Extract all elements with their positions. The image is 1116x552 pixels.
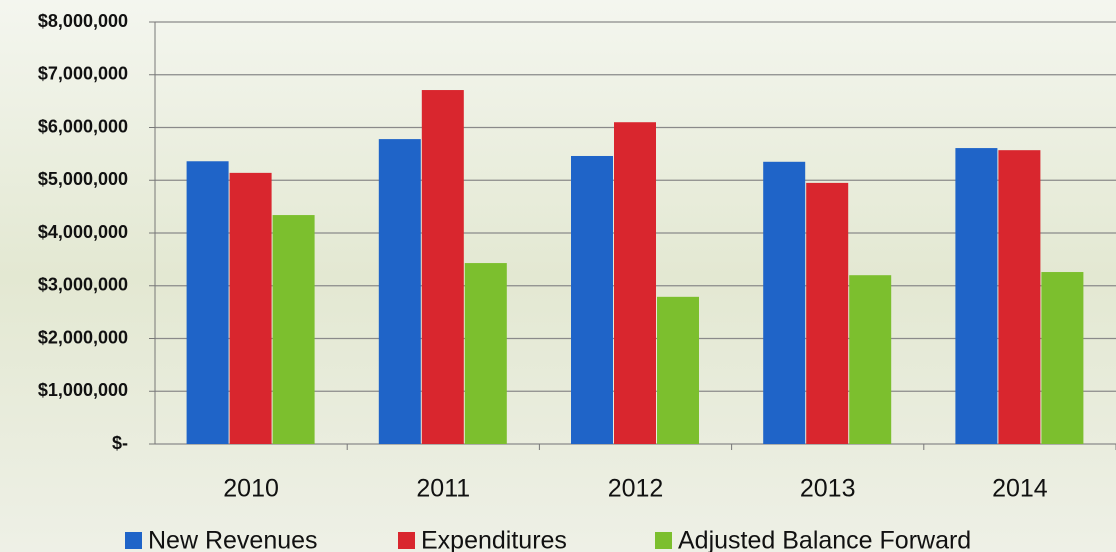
bar (657, 296, 699, 444)
bar (421, 90, 464, 445)
y-tick-label: $2,000,000 (38, 327, 128, 347)
bar (378, 139, 421, 445)
y-tick-label: $8,000,000 (38, 11, 128, 31)
bar (229, 172, 272, 445)
bar (998, 150, 1041, 444)
x-tick-label: 2013 (800, 475, 856, 503)
bar (806, 182, 849, 444)
y-tick-label: $6,000,000 (38, 116, 128, 136)
bar (186, 161, 229, 444)
bar (614, 122, 656, 444)
x-tick-label: 2014 (992, 475, 1048, 503)
bar (571, 155, 613, 445)
bar (955, 148, 998, 444)
y-tick-label: $1,000,000 (38, 380, 128, 400)
bar (1041, 272, 1084, 444)
x-tick-label: 2012 (608, 475, 664, 503)
bar (272, 215, 315, 444)
legend-label: Adjusted Balance Forward (678, 527, 971, 552)
legend-swatch (125, 532, 142, 549)
x-tick-label: 2011 (416, 475, 470, 503)
legend-swatch (655, 532, 672, 549)
y-tick-label: $7,000,000 (38, 64, 128, 84)
legend-label: New Revenues (148, 527, 318, 552)
legend-swatch (398, 532, 415, 549)
y-tick-label: $- (112, 433, 128, 453)
bar (464, 263, 507, 444)
y-tick-label: $4,000,000 (38, 222, 128, 242)
legend-label: Expenditures (421, 527, 567, 552)
bar (763, 161, 806, 444)
bar (849, 275, 892, 444)
y-tick-label: $5,000,000 (38, 169, 128, 189)
y-tick-label: $3,000,000 (38, 275, 128, 295)
x-tick-label: 2010 (223, 475, 279, 503)
